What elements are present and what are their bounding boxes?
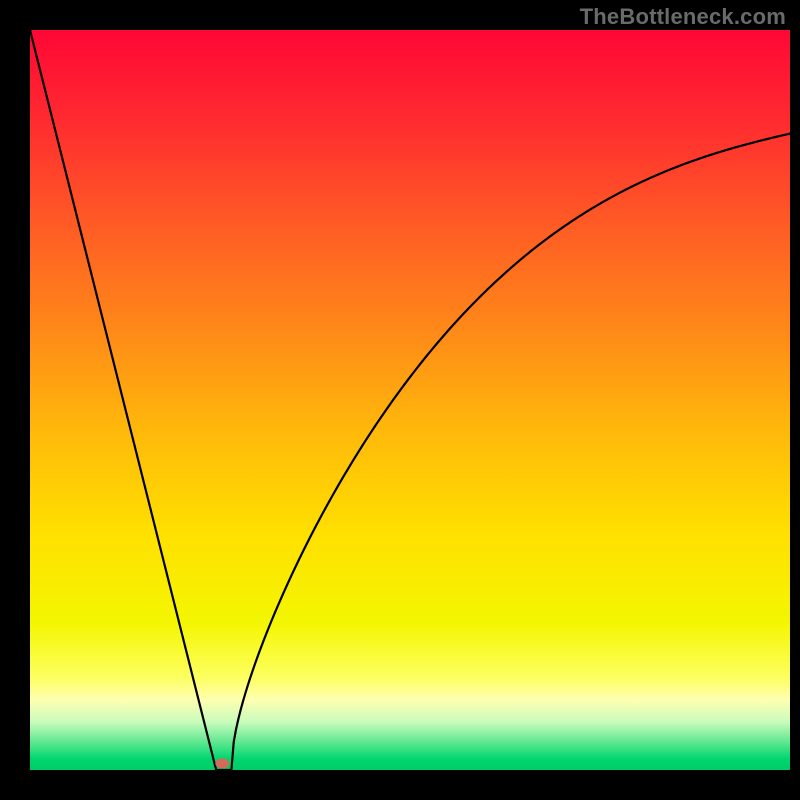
- plot-background: [30, 30, 790, 770]
- minimum-marker: [215, 758, 229, 768]
- watermark-text: TheBottleneck.com: [580, 4, 786, 30]
